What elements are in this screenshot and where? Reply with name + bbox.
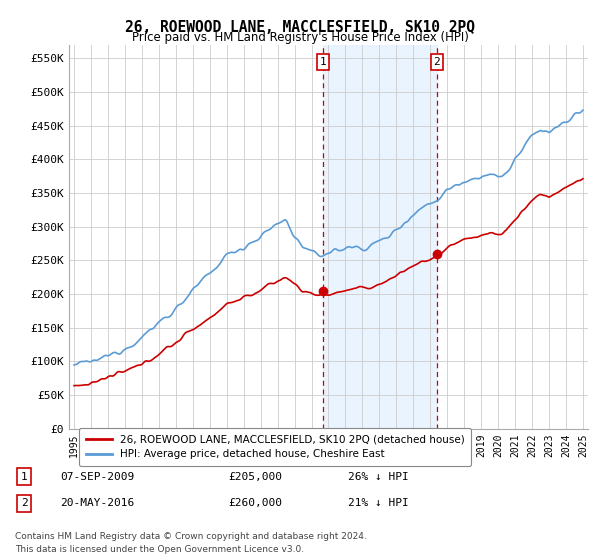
Text: 2: 2	[433, 57, 440, 67]
Text: This data is licensed under the Open Government Licence v3.0.: This data is licensed under the Open Gov…	[15, 545, 304, 554]
Text: 2: 2	[20, 498, 28, 508]
Text: £260,000: £260,000	[228, 498, 282, 508]
Text: 20-MAY-2016: 20-MAY-2016	[60, 498, 134, 508]
Bar	[323, 45, 437, 429]
Text: 1: 1	[20, 472, 28, 482]
Text: 26% ↓ HPI: 26% ↓ HPI	[348, 472, 409, 482]
Text: £205,000: £205,000	[228, 472, 282, 482]
Text: 26, ROEWOOD LANE, MACCLESFIELD, SK10 2PQ: 26, ROEWOOD LANE, MACCLESFIELD, SK10 2PQ	[125, 20, 475, 35]
Text: 21% ↓ HPI: 21% ↓ HPI	[348, 498, 409, 508]
Text: Contains HM Land Registry data © Crown copyright and database right 2024.: Contains HM Land Registry data © Crown c…	[15, 533, 367, 542]
Text: Price paid vs. HM Land Registry's House Price Index (HPI): Price paid vs. HM Land Registry's House …	[131, 31, 469, 44]
Text: 1: 1	[320, 57, 326, 67]
Text: 07-SEP-2009: 07-SEP-2009	[60, 472, 134, 482]
Legend: 26, ROEWOOD LANE, MACCLESFIELD, SK10 2PQ (detached house), HPI: Average price, d: 26, ROEWOOD LANE, MACCLESFIELD, SK10 2PQ…	[79, 428, 471, 466]
